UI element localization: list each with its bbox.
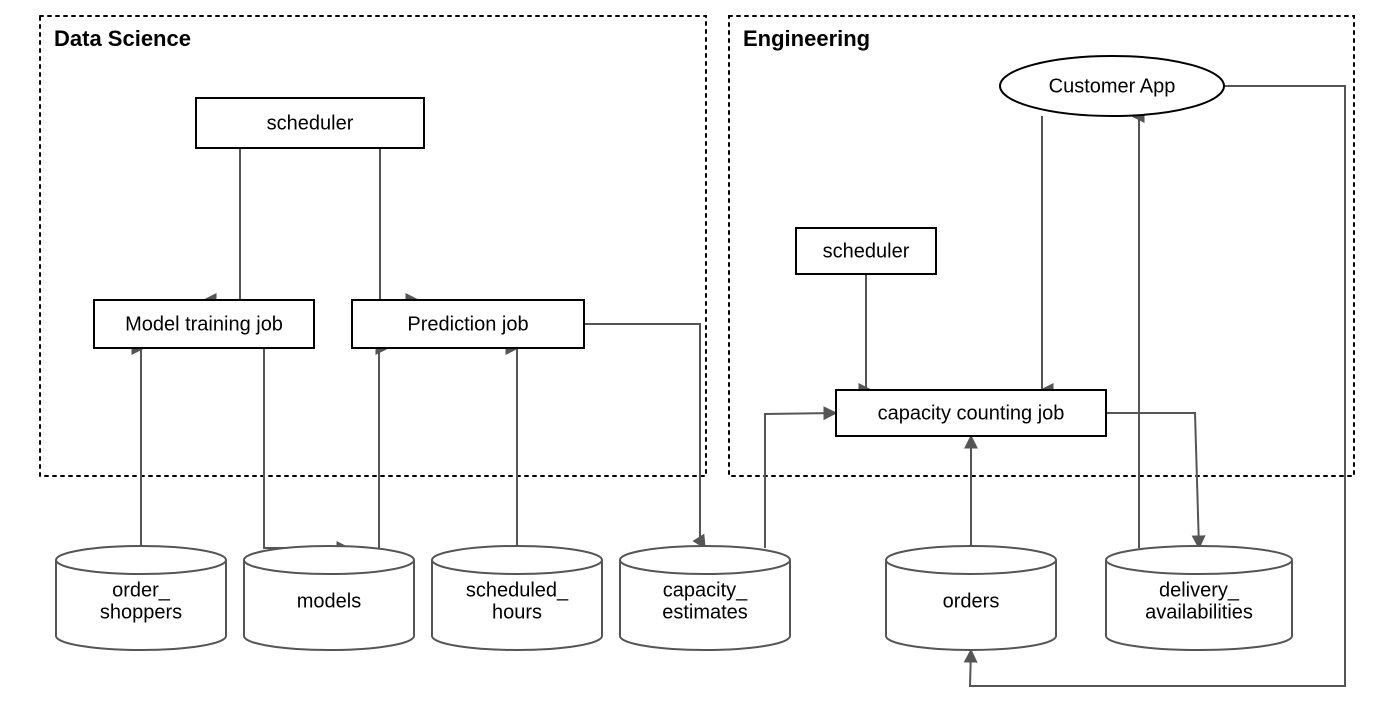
db-label: hours bbox=[492, 601, 542, 623]
box-label: Model training job bbox=[125, 313, 283, 335]
box-sched_eng: scheduler bbox=[796, 228, 936, 274]
box-capjob: capacity counting job bbox=[836, 390, 1106, 436]
edge bbox=[584, 324, 705, 548]
box-label: scheduler bbox=[267, 112, 354, 134]
group-label-eng: Engineering bbox=[743, 26, 870, 51]
edge bbox=[204, 148, 240, 300]
db-label: delivery_ bbox=[1159, 579, 1240, 601]
db-label: orders bbox=[943, 590, 1000, 612]
ellipse-custapp: Customer App bbox=[1000, 56, 1224, 116]
edge bbox=[765, 413, 836, 548]
box-predict: Prediction job bbox=[352, 300, 584, 348]
db-models: models bbox=[244, 546, 414, 650]
db-label: order_ bbox=[112, 579, 171, 601]
architecture-diagram: Data Science Engineering scheduler Model tr… bbox=[0, 0, 1396, 710]
edge bbox=[1106, 413, 1199, 548]
db-cap_est: capacity_estimates bbox=[620, 546, 790, 650]
box-label: scheduler bbox=[823, 240, 910, 262]
edge bbox=[264, 348, 349, 548]
group-label-ds: Data Science bbox=[54, 26, 191, 51]
db-order_shoppers: order_shoppers bbox=[56, 546, 226, 650]
edge bbox=[141, 348, 144, 548]
db-label: availabilities bbox=[1145, 601, 1253, 623]
db-deliv_avail: delivery_availabilities bbox=[1106, 546, 1292, 650]
db-orders: orders bbox=[886, 546, 1056, 650]
db-sched_hours: scheduled_hours bbox=[432, 546, 602, 650]
db-label: scheduled_ bbox=[466, 579, 569, 601]
box-label: Prediction job bbox=[407, 313, 528, 335]
box-label: capacity counting job bbox=[878, 402, 1065, 424]
edge bbox=[380, 148, 418, 300]
db-label: models bbox=[297, 590, 361, 612]
edge bbox=[517, 348, 518, 548]
edge bbox=[379, 348, 388, 548]
db-label: estimates bbox=[662, 601, 748, 623]
box-sched_ds: scheduler bbox=[196, 98, 424, 148]
db-label: capacity_ bbox=[663, 579, 748, 601]
edge bbox=[1041, 116, 1042, 390]
group-box-ds bbox=[40, 16, 706, 476]
ellipse-label: Customer App bbox=[1049, 75, 1176, 97]
db-label: shoppers bbox=[100, 601, 182, 623]
edge bbox=[1132, 116, 1139, 548]
box-train: Model training job bbox=[94, 300, 314, 348]
edge bbox=[866, 274, 871, 390]
